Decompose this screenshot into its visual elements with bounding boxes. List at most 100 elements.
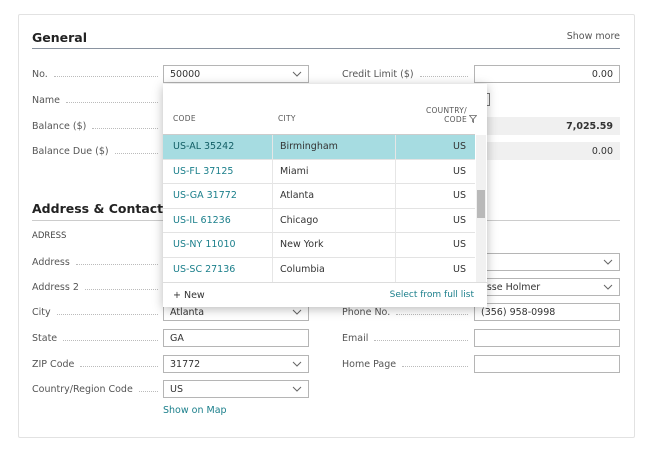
- input-field[interactable]: [474, 329, 620, 347]
- input-field[interactable]: [474, 355, 620, 373]
- col-sep: [272, 233, 273, 258]
- col-sep: [272, 258, 273, 282]
- lookup-row[interactable]: US-GA 31772 Atlanta US: [163, 184, 475, 209]
- code-cell: US-AL 35242: [173, 141, 235, 152]
- input-value: 0.00: [591, 68, 613, 80]
- col-sep: [272, 159, 273, 184]
- country-cell: US: [453, 141, 466, 152]
- new-button[interactable]: + New: [173, 290, 205, 301]
- chevron: [292, 361, 302, 367]
- leader: [92, 127, 158, 129]
- leader: [53, 75, 158, 77]
- section-title: General: [32, 30, 87, 45]
- input-field[interactable]: (356) 958-0998: [474, 303, 620, 321]
- field-label: Balance ($): [32, 119, 158, 133]
- field-label: Country/Region Code: [32, 382, 158, 396]
- input-field[interactable]: 31772: [163, 355, 309, 373]
- city-cell: Chicago: [280, 214, 319, 226]
- lookup-row[interactable]: US-NY 11010 New York US: [163, 233, 475, 258]
- input-value: Atlanta: [170, 306, 205, 318]
- code-cell: US-GA 31772: [173, 190, 237, 202]
- city-cell: Miami: [280, 165, 309, 177]
- code-cell: US-NY 11010: [173, 239, 236, 251]
- input-value: US: [170, 383, 183, 395]
- field-label: No.: [32, 67, 158, 81]
- field-label: Email: [342, 331, 468, 345]
- code-cell: US-SC 27136: [173, 264, 236, 275]
- leader: [80, 365, 158, 367]
- lookup-row[interactable]: US-AL 35242 Birmingham US: [163, 135, 475, 160]
- country-cell: US: [453, 239, 466, 251]
- input-field[interactable]: esse Holmer: [474, 278, 620, 296]
- input-value: GA: [170, 332, 184, 344]
- leader: [56, 313, 158, 315]
- label-text: Balance Due ($): [32, 145, 109, 157]
- leader: [75, 263, 158, 265]
- full-list-link[interactable]: Select from full list: [389, 290, 474, 300]
- label-text: Home Page: [342, 358, 397, 370]
- field-label: Address 2: [32, 280, 158, 294]
- code-cell: US-FL 37125: [173, 165, 234, 177]
- leader: [66, 101, 158, 103]
- country-cell: US: [453, 165, 466, 177]
- link[interactable]: Show on Map: [163, 405, 227, 416]
- col-sep: [395, 135, 396, 159]
- input-field[interactable]: [474, 253, 620, 271]
- chevron: [603, 284, 613, 290]
- col-sep: [272, 208, 273, 233]
- scroll-thumb[interactable]: [477, 190, 485, 218]
- field-label: State: [32, 331, 158, 345]
- show-more[interactable]: Show more: [566, 31, 620, 42]
- leader: [84, 288, 158, 290]
- label-text: Address: [32, 256, 70, 268]
- city-cell: Birmingham: [280, 141, 338, 152]
- chevron: [292, 309, 302, 315]
- input-field[interactable]: 50000: [163, 65, 309, 83]
- city-cell: Columbia: [280, 264, 325, 275]
- input-field: 7,025.59: [474, 117, 620, 135]
- country-cell: US: [453, 214, 466, 226]
- field-label: City: [32, 305, 158, 319]
- country-cell: US: [453, 264, 466, 275]
- input-value: 0.00: [591, 145, 613, 157]
- col-sep: [395, 233, 396, 258]
- column-header[interactable]: COUNTRY/: [425, 106, 467, 115]
- field-label: Name: [32, 93, 158, 107]
- field-label: Balance Due ($): [32, 144, 158, 158]
- filter-icon[interactable]: [469, 115, 477, 123]
- column-header[interactable]: CODE: [173, 114, 196, 123]
- header-divider: [163, 134, 475, 135]
- lookup-row[interactable]: US-IL 61236 Chicago US: [163, 208, 475, 234]
- city-cell: Atlanta: [280, 190, 315, 202]
- leader: [374, 339, 468, 341]
- input-field[interactable]: 0.00: [474, 65, 620, 83]
- lookup-row[interactable]: US-SC 27136 Columbia US: [163, 258, 475, 283]
- label-text: Balance ($): [32, 120, 87, 132]
- col-sep: [395, 258, 396, 282]
- field-label: Credit Limit ($): [342, 67, 468, 81]
- col-sep: [272, 135, 273, 159]
- column-header[interactable]: CITY: [278, 114, 296, 123]
- label-text: City: [32, 306, 51, 318]
- input-value: (356) 958-0998: [481, 306, 556, 318]
- column-header[interactable]: CODE: [444, 115, 467, 124]
- input-value: 7,025.59: [566, 120, 613, 132]
- label-text: Email: [342, 332, 369, 344]
- col-sep: [395, 159, 396, 184]
- chevron: [603, 259, 613, 265]
- field-label: Home Page: [342, 357, 468, 371]
- card: [18, 14, 635, 438]
- col-sep: [395, 208, 396, 233]
- lookup-row[interactable]: US-FL 37125 Miami US: [163, 159, 475, 185]
- label-text: Phone No.: [342, 306, 391, 318]
- input-field: 0.00: [474, 142, 620, 160]
- leader: [402, 365, 468, 367]
- label-text: State: [32, 332, 58, 344]
- input-field[interactable]: GA: [163, 329, 309, 347]
- input-value: esse Holmer: [481, 281, 541, 293]
- input-field[interactable]: US: [163, 380, 309, 398]
- leader: [114, 152, 158, 154]
- city-cell: New York: [280, 239, 324, 251]
- col-sep: [272, 184, 273, 209]
